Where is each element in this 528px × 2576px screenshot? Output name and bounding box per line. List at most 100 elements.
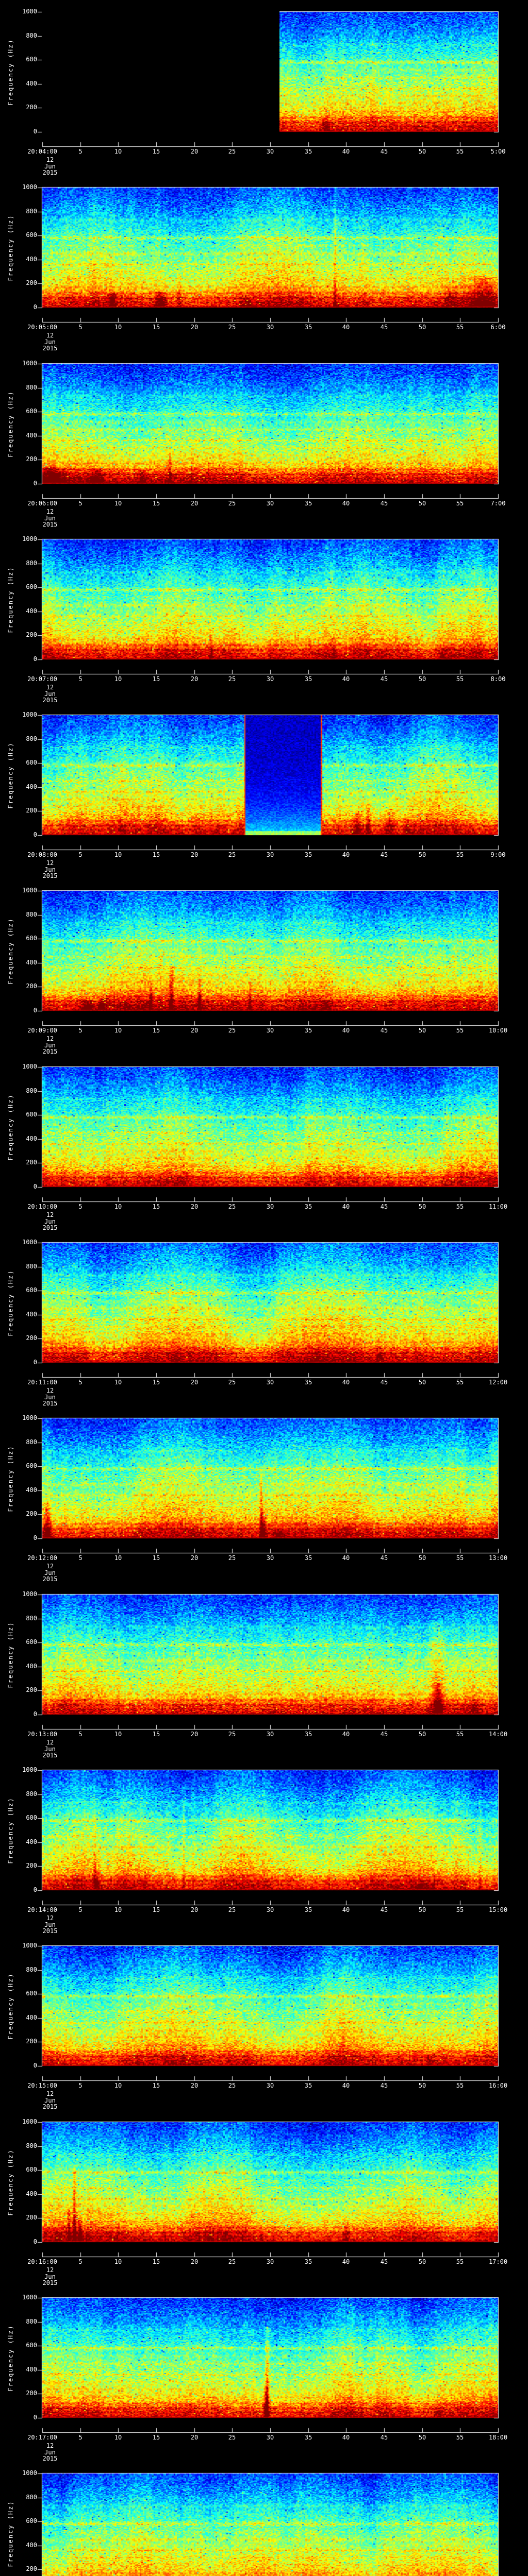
x-start-time-label: 20:11:00	[27, 1379, 57, 1386]
y-tick-label: 0	[33, 480, 37, 487]
y-tick-label: 600	[26, 2517, 37, 2524]
spectrogram-panel-12: Frequency (Hz) 0 200 400 600 800 1000 20:15:00 1…	[0, 1934, 528, 2110]
x-axis-date-line: 2015	[42, 2279, 58, 2286]
x-tick-label: 25	[228, 675, 236, 683]
x-end-time-label: 14:00	[488, 1731, 508, 1738]
y-tick-label: 200	[26, 2038, 37, 2045]
y-tick-label: 200	[26, 2389, 37, 2397]
x-tick-label: 50	[418, 1906, 426, 1913]
x-axis-date-line: 12	[46, 2266, 54, 2274]
x-tick-label: 50	[418, 2258, 426, 2265]
x-tick-label: 10	[114, 148, 122, 155]
y-tick-label: 600	[26, 2166, 37, 2173]
y-tick-label: 200	[26, 1510, 37, 1517]
x-tick-label: 30	[266, 1379, 274, 1386]
x-end-time-label: 6:00	[490, 324, 506, 331]
x-tick-label: 20	[190, 2082, 199, 2089]
spectrogram-panel-4: Frequency (Hz) 0 200 400 600 800 1000 20:07:00 8…	[0, 528, 528, 704]
y-tick-label: 1000	[22, 1590, 37, 1598]
x-tick-label: 35	[304, 2082, 312, 2089]
y-tick-label: 1000	[22, 360, 37, 367]
y-tick-label: 0	[33, 1359, 37, 1366]
y-tick-label: 200	[26, 1686, 37, 1693]
spectrogram-panel-14: Frequency (Hz) 0 200 400 600 800 1000 20:17:00 1…	[0, 2286, 528, 2462]
x-tick-label: 15	[152, 675, 160, 683]
x-tick-label: 35	[304, 675, 312, 683]
y-tick-label: 600	[26, 759, 37, 766]
y-tick-label: 800	[26, 2318, 37, 2325]
y-tick-label: 800	[26, 735, 37, 742]
y-axis-title: Frequency (Hz)	[7, 390, 14, 457]
spectrogram-canvas	[0, 1758, 528, 1935]
y-tick-label: 600	[26, 1111, 37, 1118]
x-tick-label: 15	[152, 2434, 160, 2441]
y-tick-label: 400	[26, 2014, 37, 2021]
x-tick-label: 15	[152, 1906, 160, 1913]
x-tick-label: 25	[228, 1379, 236, 1386]
x-tick-label: 25	[228, 2434, 236, 2441]
x-start-time-label: 20:07:00	[27, 675, 57, 683]
spectrogram-panel-10: Frequency (Hz) 0 200 400 600 800 1000 20:13:00 1…	[0, 1583, 528, 1759]
y-tick-label: 800	[26, 32, 37, 39]
x-tick-label: 15	[152, 2258, 160, 2265]
x-tick-label: 40	[342, 851, 350, 858]
x-tick-label: 20	[190, 1203, 199, 1210]
y-tick-label: 600	[26, 1814, 37, 1821]
spectrogram-panel-8: Frequency (Hz) 0 200 400 600 800 1000 20:11:00 1…	[0, 1231, 528, 1407]
spectrogram-panel-7: Frequency (Hz) 0 200 400 600 800 1000 20:10:00 1…	[0, 1055, 528, 1231]
x-tick-label: 5	[78, 851, 82, 858]
x-start-time-label: 20:13:00	[27, 1731, 57, 1738]
spectrogram-canvas	[0, 879, 528, 1055]
x-tick-label: 50	[418, 1379, 426, 1386]
spectrogram-canvas	[0, 1934, 528, 2110]
x-tick-label: 45	[380, 2258, 388, 2265]
x-tick-label: 10	[114, 324, 122, 331]
x-tick-label: 30	[266, 1203, 274, 1210]
x-tick-label: 50	[418, 2434, 426, 2441]
x-tick-label: 30	[266, 1027, 274, 1034]
x-tick-label: 20	[190, 1554, 199, 1562]
x-axis-date-line: 2015	[42, 169, 58, 176]
x-tick-label: 55	[456, 324, 464, 331]
x-tick-label: 40	[342, 324, 350, 331]
y-axis-title: Frequency (Hz)	[7, 1093, 14, 1161]
x-tick-label: 35	[304, 2258, 312, 2265]
spectrogram-canvas	[0, 703, 528, 879]
x-tick-label: 55	[456, 1906, 464, 1913]
spectrogram-canvas	[0, 176, 528, 352]
x-tick-label: 35	[304, 500, 312, 507]
x-end-time-label: 12:00	[488, 1379, 508, 1386]
x-axis-date-line: 2015	[42, 1575, 58, 1583]
x-axis-date-line: Jun	[44, 338, 56, 346]
y-tick-label: 400	[26, 959, 37, 966]
y-tick-label: 600	[26, 1638, 37, 1646]
x-start-time-label: 20:10:00	[27, 1203, 57, 1210]
x-tick-label: 30	[266, 1731, 274, 1738]
x-axis-date-line: 12	[46, 1211, 54, 1218]
spectrogram-panel-15: Frequency (Hz)0200400600800100020:18:001…	[0, 2462, 528, 2576]
x-axis-date-line: 12	[46, 684, 54, 691]
x-end-time-label: 9:00	[490, 851, 506, 858]
y-tick-label: 0	[33, 2062, 37, 2069]
x-tick-label: 30	[266, 675, 274, 683]
y-tick-label: 1000	[22, 1239, 37, 1246]
x-tick-label: 45	[380, 1731, 388, 1738]
x-axis-date-line: 2015	[42, 345, 58, 352]
x-axis-date-line: Jun	[44, 1745, 56, 1753]
spectrogram-canvas	[0, 0, 528, 176]
y-tick-label: 600	[26, 56, 37, 63]
x-tick-label: 55	[456, 1027, 464, 1034]
x-tick-label: 5	[78, 1203, 82, 1210]
x-tick-label: 20	[190, 2434, 199, 2441]
x-tick-label: 15	[152, 1554, 160, 1562]
x-tick-label: 10	[114, 1906, 122, 1913]
x-tick-label: 15	[152, 851, 160, 858]
x-tick-label: 40	[342, 675, 350, 683]
y-tick-label: 0	[33, 303, 37, 311]
y-axis-title: Frequency (Hz)	[7, 1269, 14, 1336]
x-tick-label: 30	[266, 1554, 274, 1562]
x-axis-date-line: 12	[46, 1914, 54, 1922]
x-tick-label: 50	[418, 148, 426, 155]
x-axis-date-line: Jun	[44, 1921, 56, 1928]
x-tick-label: 25	[228, 2258, 236, 2265]
